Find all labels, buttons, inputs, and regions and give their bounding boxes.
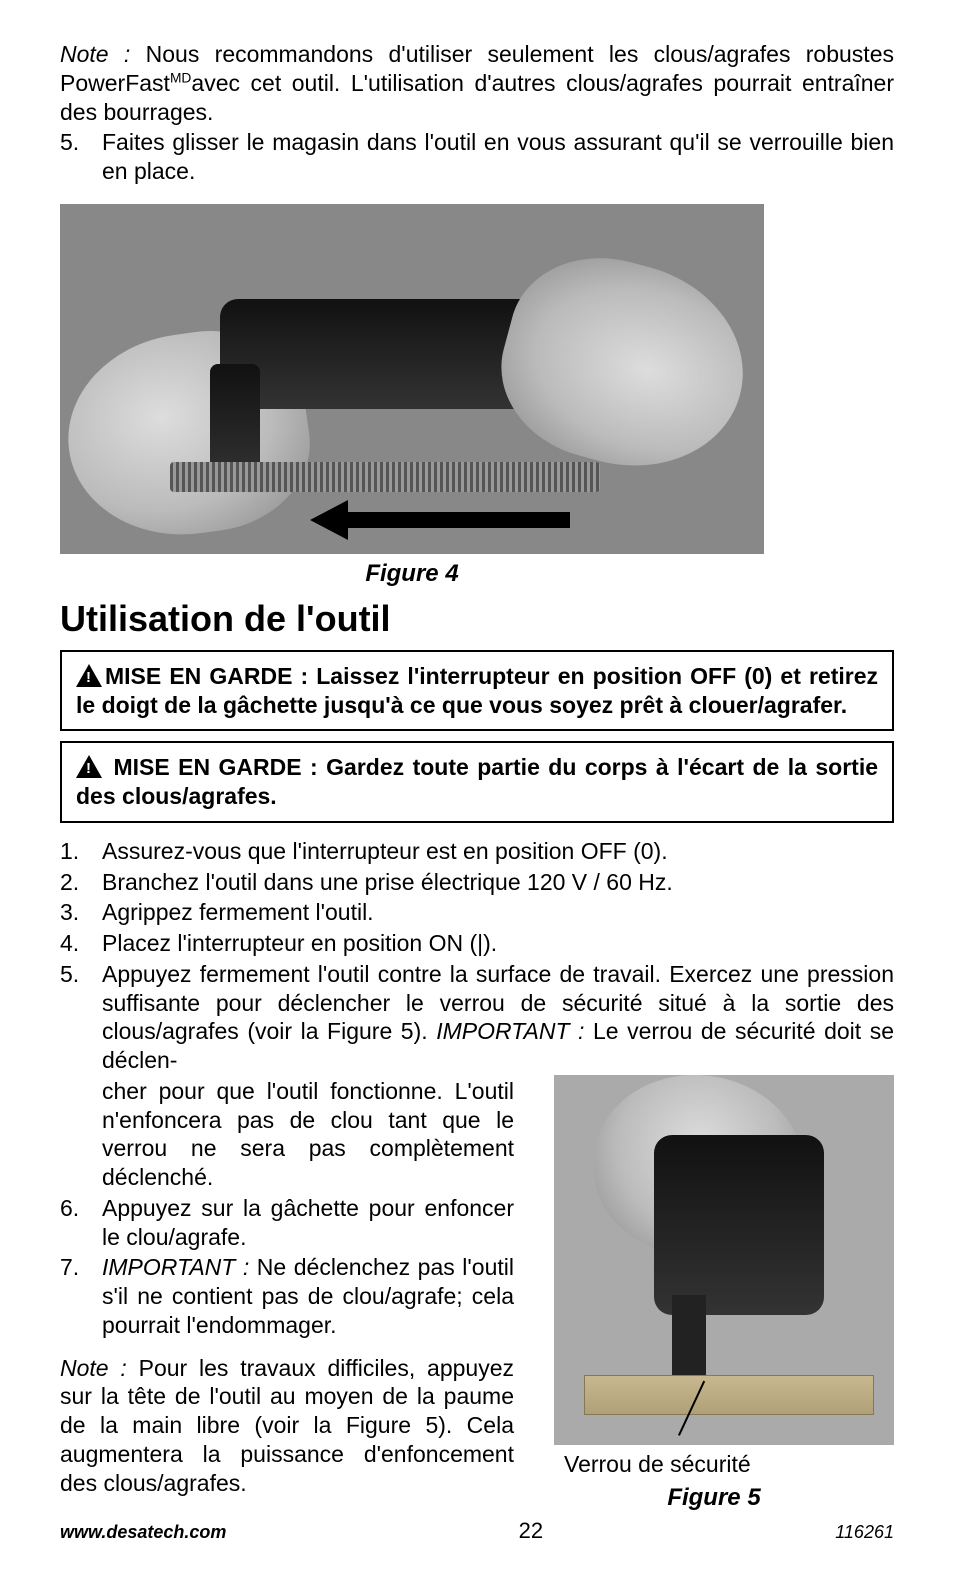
step-num: 4. xyxy=(60,929,102,958)
bottom-note: Note : Pour les travaux difficiles, appu… xyxy=(60,1354,514,1498)
wood-illustration xyxy=(584,1375,874,1415)
figure-4-image xyxy=(60,204,764,554)
list-item-7: 7. IMPORTANT : Ne déclenchez pas l'outil… xyxy=(60,1253,514,1339)
note-sup: MD xyxy=(170,70,191,85)
step-num-empty xyxy=(60,1077,102,1192)
footer-url: www.desatech.com xyxy=(60,1522,226,1543)
note-label: Note : xyxy=(60,41,130,67)
step5b-important: IMPORTANT : xyxy=(436,1018,584,1044)
step-num: 2. xyxy=(60,868,102,897)
list-item: 1. Assurez-vous que l'interrupteur est e… xyxy=(60,837,894,866)
figure-4-wrap: Figure 4 xyxy=(60,204,894,588)
list-item-5-cont: cher pour que l'outil fonctionne. L'outi… xyxy=(60,1077,514,1192)
left-column: cher pour que l'outil fonctionne. L'outi… xyxy=(60,1075,514,1512)
step-text: Agrippez fermement l'outil. xyxy=(102,898,894,927)
nose-illustration xyxy=(672,1295,706,1375)
list-item: 4. Placez l'interrupteur en position ON … xyxy=(60,929,894,958)
step-text: Appuyez fermement l'outil contre la surf… xyxy=(102,960,894,1075)
note-text: Pour les travaux difficiles, appuyez sur… xyxy=(60,1355,514,1496)
note-label: Note : xyxy=(60,1355,127,1381)
step-num: 7. xyxy=(60,1253,102,1339)
list-item: 2. Branchez l'outil dans une prise élect… xyxy=(60,868,894,897)
arrow-illustration xyxy=(310,500,570,540)
footer-page: 22 xyxy=(519,1518,543,1544)
hand-right-illustration xyxy=(482,236,764,491)
usage-steps: 1. Assurez-vous que l'interrupteur est e… xyxy=(60,837,894,1075)
list-item: 3. Agrippez fermement l'outil. xyxy=(60,898,894,927)
step-num: 5. xyxy=(60,128,102,186)
step-text: Faites glisser le magasin dans l'outil e… xyxy=(102,128,894,186)
footer-docnum: 116261 xyxy=(835,1522,894,1543)
figure-4-caption: Figure 4 xyxy=(60,560,764,588)
intro-note: Note : Nous recommandons d'utiliser seul… xyxy=(60,40,894,126)
two-column-area: cher pour que l'outil fonctionne. L'outi… xyxy=(60,1075,894,1512)
section-title: Utilisation de l'outil xyxy=(60,598,894,640)
page-footer: www.desatech.com 22 116261 xyxy=(60,1518,894,1544)
step-text: IMPORTANT : Ne déclenchez pas l'outil s'… xyxy=(102,1253,514,1339)
list-item-5: 5. Appuyez fermement l'outil contre la s… xyxy=(60,960,894,1075)
step-text: Appuyez sur la gâchette pour enfoncer le… xyxy=(102,1194,514,1252)
figure-5-image xyxy=(554,1075,894,1445)
step-num: 5. xyxy=(60,960,102,1075)
figure-5-caption: Figure 5 xyxy=(534,1484,894,1512)
step-text: Assurez-vous que l'interrupteur est en p… xyxy=(102,837,894,866)
step-num: 6. xyxy=(60,1194,102,1252)
warn2-label: MISE EN GARDE : xyxy=(113,754,317,780)
magazine-illustration xyxy=(170,462,600,492)
step7-important: IMPORTANT : xyxy=(102,1254,249,1280)
warning-icon xyxy=(76,755,102,778)
warning-icon xyxy=(76,664,102,687)
step-text: Placez l'interrupteur en position ON (|)… xyxy=(102,929,894,958)
warning-box-2: MISE EN GARDE : Gardez toute partie du c… xyxy=(60,741,894,823)
step-num: 1. xyxy=(60,837,102,866)
list-item-6: 6. Appuyez sur la gâchette pour enfoncer… xyxy=(60,1194,514,1252)
step-text: Branchez l'outil dans une prise électriq… xyxy=(102,868,894,897)
intro-step-5: 5. Faites glisser le magasin dans l'outi… xyxy=(60,128,894,186)
figure-5-label: Verrou de sécurité xyxy=(534,1451,894,1478)
figure-5-wrap: Verrou de sécurité Figure 5 xyxy=(534,1075,894,1512)
step5-cont: cher pour que l'outil fonctionne. L'outi… xyxy=(102,1077,514,1192)
stapler-illustration xyxy=(654,1135,824,1315)
warn1-label: MISE EN GARDE : xyxy=(105,663,308,689)
arrow-shaft xyxy=(340,512,570,528)
warning-box-1: MISE EN GARDE : Laissez l'interrupteur e… xyxy=(60,650,894,732)
step-num: 3. xyxy=(60,898,102,927)
